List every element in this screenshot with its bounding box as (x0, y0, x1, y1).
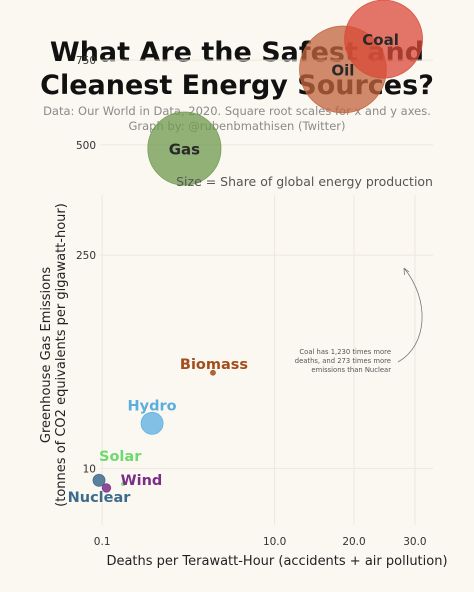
size-note: Size = Share of global energy production (176, 174, 433, 189)
biomass-label: Biomass (180, 357, 248, 373)
annotation-arrow (397, 267, 423, 363)
nuclear-bubble (92, 473, 106, 487)
wind-label: Wind (121, 473, 163, 489)
y-tick-label: 10 (83, 463, 96, 475)
grid (100, 59, 433, 525)
y-axis-title-line-2: (tonnes of CO2 equivalents per gigawatt-… (54, 203, 69, 507)
annotation-line-2: deaths, and 273 times more (295, 357, 391, 365)
coal-label: Coal (362, 31, 399, 49)
y-axis-title: Greenhouse Gas Emissions (tonnes of CO2 … (39, 203, 69, 507)
x-tick-label: 20.0 (342, 536, 365, 548)
biomass-bubble (210, 369, 216, 376)
coal-bubble (344, 0, 423, 79)
axis-ticks: 0.110.020.030.0102505007501000 (76, 55, 427, 548)
nuclear-label: Nuclear (68, 490, 132, 506)
gas-label: Gas (169, 141, 200, 159)
solar-bubble (121, 481, 126, 487)
wind-bubble (101, 483, 112, 493)
coal-nuclear-annotation: Coal has 1,230 times more deaths, and 27… (295, 267, 423, 374)
oil-label: Oil (331, 61, 354, 79)
x-axis-title: Deaths per Terawatt-Hour (accidents + ai… (106, 554, 447, 569)
solar-label: Solar (99, 449, 142, 465)
annotation-arrowhead (403, 267, 410, 276)
x-tick-label: 0.1 (94, 536, 111, 548)
hydro-label: Hydro (128, 398, 177, 414)
x-tick-label: 30.0 (403, 536, 426, 548)
bubbles (92, 0, 423, 493)
annotation-line-1: Coal has 1,230 times more (299, 348, 391, 356)
x-tick-label: 10.0 (263, 536, 286, 548)
hydro-bubble (140, 411, 164, 435)
y-tick-label: 250 (76, 250, 96, 262)
y-tick-label: 500 (76, 140, 96, 152)
y-tick-label: 750 (76, 55, 96, 67)
gas-bubble (147, 111, 222, 186)
y-axis-title-line-1: Greenhouse Gas Emissions (39, 267, 54, 443)
annotation-line-3: emissions than Nuclear (311, 366, 391, 374)
